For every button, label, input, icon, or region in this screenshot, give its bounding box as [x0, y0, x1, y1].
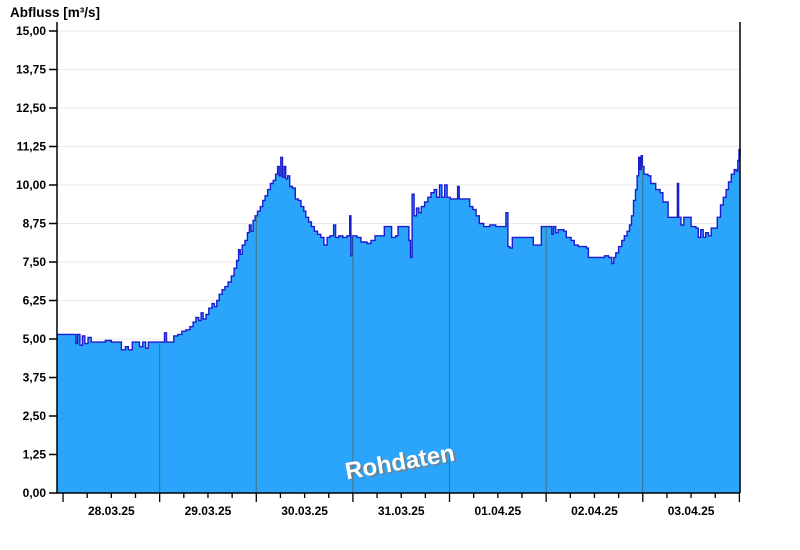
axes-and-ticks	[49, 22, 741, 502]
x-date-label: 02.04.25	[571, 504, 618, 518]
y-tick-label: 13,75	[16, 63, 46, 77]
area-fill	[57, 149, 740, 493]
x-date-label: 03.04.25	[668, 504, 715, 518]
day-boundary-gridlines	[159, 149, 644, 493]
x-date-label: 31.03.25	[378, 504, 425, 518]
x-date-label: 30.03.25	[281, 504, 328, 518]
x-date-label: 29.03.25	[185, 504, 232, 518]
chart-title: Abfluss [m³/s]	[10, 5, 100, 20]
y-tick-label: 10,00	[16, 178, 46, 192]
y-tick-label: 15,00	[16, 24, 46, 38]
y-tick-label: 2,50	[23, 409, 47, 423]
x-axis-date-labels: 28.03.25 29.03.25 30.03.25 31.03.25 01.04.25…	[88, 504, 715, 518]
y-tick-label: 12,50	[16, 101, 46, 115]
y-tick-label: 5,00	[23, 332, 47, 346]
y-tick-label: 3,75	[23, 371, 47, 385]
y-tick-label: 0,00	[23, 486, 47, 500]
x-date-label: 01.04.25	[474, 504, 521, 518]
x-date-label: 28.03.25	[88, 504, 135, 518]
discharge-area-series	[57, 148, 741, 493]
y-axis-tick-labels: 0,00 1,25 2,50 3,75 5,00 6,25 7,50 8,75 10,00 11,…	[16, 24, 46, 500]
y-tick-label: 7,50	[23, 255, 47, 269]
y-tick-label: 1,25	[23, 448, 47, 462]
data-line	[57, 148, 741, 351]
y-tick-label: 6,25	[23, 294, 47, 308]
y-tick-label: 11,25	[17, 140, 47, 154]
y-tick-label: 8,75	[23, 217, 47, 231]
